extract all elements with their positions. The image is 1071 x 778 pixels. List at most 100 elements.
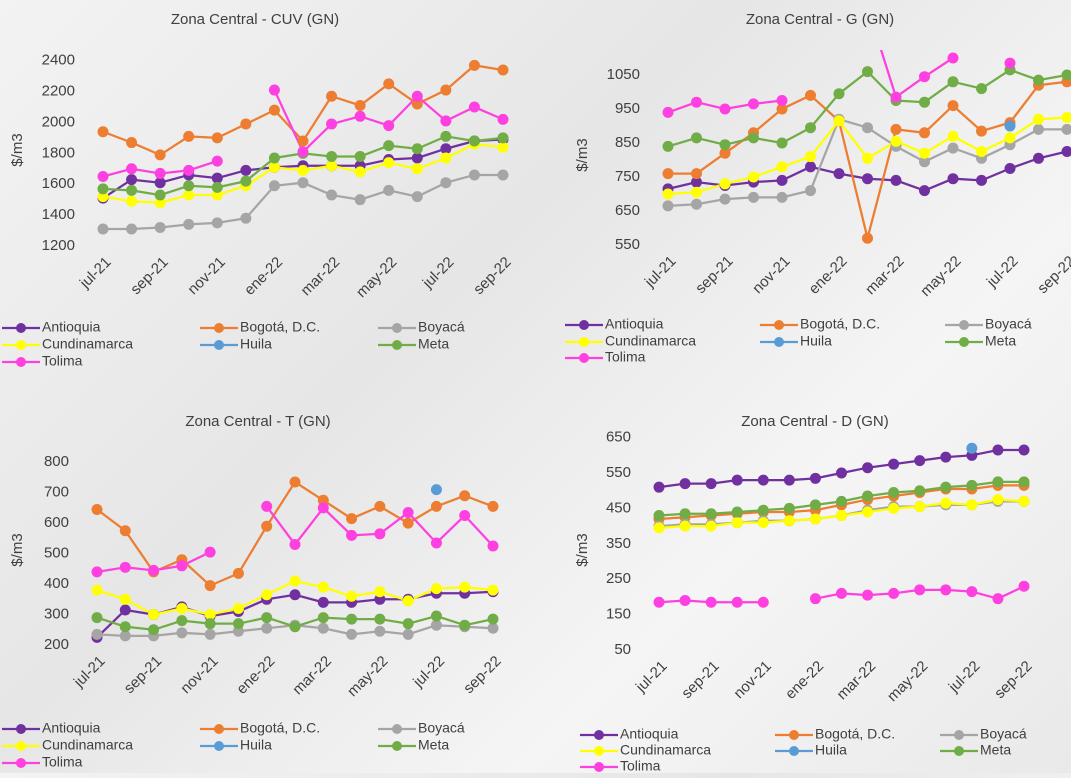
data-point xyxy=(1062,112,1071,123)
data-point xyxy=(318,582,329,593)
data-point xyxy=(1033,114,1044,125)
data-point xyxy=(992,476,1003,487)
data-point xyxy=(862,233,873,244)
data-point xyxy=(758,475,769,486)
data-point xyxy=(431,484,442,495)
data-point xyxy=(261,612,272,623)
legend-marker xyxy=(774,337,784,347)
x-tick-label: jul-21 xyxy=(632,658,671,697)
x-tick-label: sep-22 xyxy=(1034,253,1071,297)
data-point xyxy=(98,126,109,137)
x-tick-label: may-22 xyxy=(917,253,964,300)
data-point xyxy=(176,627,187,638)
data-point xyxy=(948,53,959,64)
data-point xyxy=(126,185,137,196)
legend-marker xyxy=(774,320,784,330)
data-point xyxy=(298,146,309,157)
data-point xyxy=(431,537,442,548)
data-point xyxy=(706,521,717,532)
legend-marker xyxy=(16,357,26,367)
data-point xyxy=(355,166,366,177)
data-point xyxy=(680,595,691,606)
legend-item: Meta xyxy=(940,742,1011,758)
data-point xyxy=(919,127,930,138)
data-point xyxy=(862,66,873,77)
data-point xyxy=(940,584,951,595)
legend-item: Boyacá xyxy=(940,726,1027,742)
data-point xyxy=(654,482,665,493)
data-point xyxy=(148,609,159,620)
legend-label: Meta xyxy=(418,336,449,352)
legend-marker xyxy=(392,741,402,751)
data-point xyxy=(431,583,442,594)
data-point xyxy=(888,487,899,498)
data-point xyxy=(290,621,301,632)
x-tick-label: jul-22 xyxy=(419,254,458,293)
data-point xyxy=(732,475,743,486)
data-point xyxy=(1019,496,1030,507)
data-point xyxy=(326,151,337,162)
legend-label: Huila xyxy=(240,336,272,352)
legend-marker xyxy=(579,320,589,330)
legend-label: Cundinamarca xyxy=(620,742,711,758)
data-point xyxy=(966,499,977,510)
data-point xyxy=(1005,132,1016,143)
data-point xyxy=(440,115,451,126)
legend-label: Cundinamarca xyxy=(42,737,133,753)
data-point xyxy=(318,502,329,513)
data-point xyxy=(126,224,137,235)
x-tick-label: nov-21 xyxy=(730,658,774,702)
data-point xyxy=(233,618,244,629)
data-point xyxy=(355,100,366,111)
data-point xyxy=(805,161,816,172)
data-point xyxy=(888,588,899,599)
data-point xyxy=(346,591,357,602)
data-point xyxy=(98,224,109,235)
y-tick-label: 300 xyxy=(44,606,69,623)
data-point xyxy=(126,196,137,207)
data-point xyxy=(412,163,423,174)
legend-marker xyxy=(16,741,26,751)
data-point xyxy=(298,136,309,147)
data-point xyxy=(784,503,795,514)
data-point xyxy=(992,445,1003,456)
data-point xyxy=(914,584,925,595)
data-point xyxy=(383,157,394,168)
data-point xyxy=(469,102,480,113)
x-tick-label: nov-21 xyxy=(184,254,228,298)
data-point xyxy=(784,515,795,526)
data-point xyxy=(834,88,845,99)
data-point xyxy=(212,132,223,143)
y-tick-label: 1600 xyxy=(42,175,75,192)
y-tick-label: 650 xyxy=(606,429,631,446)
data-point xyxy=(836,588,847,599)
legend-marker xyxy=(959,337,969,347)
legend-label: Huila xyxy=(815,742,847,758)
legend-label: Boyacá xyxy=(418,319,465,335)
data-point xyxy=(290,539,301,550)
y-tick-label: 2000 xyxy=(42,113,75,130)
data-point xyxy=(318,623,329,634)
legend-label: Bogotá, D.C. xyxy=(800,316,880,332)
data-point xyxy=(914,501,925,512)
data-point xyxy=(355,151,366,162)
data-point xyxy=(440,131,451,142)
legend-marker xyxy=(16,758,26,768)
data-point xyxy=(261,521,272,532)
data-point xyxy=(680,508,691,519)
y-axis-label: $/m3 xyxy=(574,138,591,171)
y-tick-label: 750 xyxy=(615,168,640,185)
chart-title: Zona Central - D (GN) xyxy=(741,413,889,430)
legend-marker xyxy=(954,730,964,740)
legend-item: Cundinamarca xyxy=(2,737,133,753)
data-point xyxy=(126,174,137,185)
y-tick-label: 500 xyxy=(44,545,69,562)
data-point xyxy=(1005,58,1016,69)
data-point xyxy=(777,175,788,186)
y-tick-label: 550 xyxy=(606,464,631,481)
plot-area xyxy=(663,2,1071,244)
data-point xyxy=(240,119,251,130)
data-point xyxy=(298,165,309,176)
data-point xyxy=(488,614,499,625)
legend-item: Meta xyxy=(378,737,449,753)
